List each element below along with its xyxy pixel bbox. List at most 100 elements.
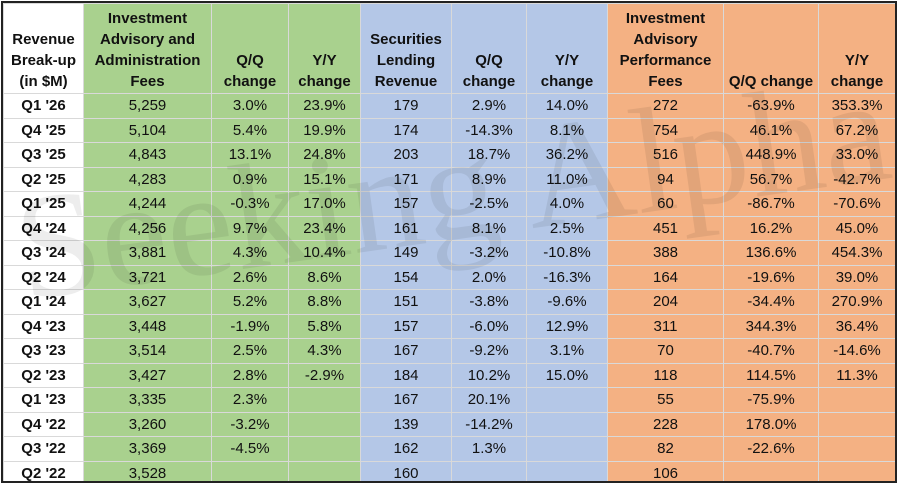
column-header: Securities Lending Revenue bbox=[360, 3, 452, 94]
revenue-table: Revenue Break-up (in $M) Investment Advis… bbox=[3, 3, 895, 481]
row-label: Q3 '24 bbox=[3, 240, 84, 266]
cell: 154 bbox=[360, 264, 452, 290]
cell: 3.1% bbox=[526, 338, 608, 364]
cell: 451 bbox=[607, 215, 724, 241]
cell: 204 bbox=[607, 289, 724, 315]
cell: -75.9% bbox=[723, 387, 819, 413]
cell: -3.2% bbox=[451, 240, 527, 266]
cell: 454.3% bbox=[818, 240, 895, 266]
cell: 15.1% bbox=[288, 166, 361, 192]
cell: 106 bbox=[607, 460, 724, 481]
cell: 157 bbox=[360, 313, 452, 339]
cell: -86.7% bbox=[723, 191, 819, 217]
table-row: Q4 '22 3,260 -3.2% 139 -14.2% 228 178.0% bbox=[3, 411, 895, 437]
cell: 3,335 bbox=[83, 387, 212, 413]
row-label: Q3 '23 bbox=[3, 338, 84, 364]
table-row: Q3 '25 4,843 13.1% 24.8% 203 18.7% 36.2% 516 448… bbox=[3, 142, 895, 168]
cell: 82 bbox=[607, 436, 724, 462]
cell: 2.5% bbox=[526, 215, 608, 241]
cell: 118 bbox=[607, 362, 724, 388]
cell: 178.0% bbox=[723, 411, 819, 437]
cell: 17.0% bbox=[288, 191, 361, 217]
empty-cell bbox=[818, 460, 895, 481]
table-row: Q1 '25 4,244 -0.3% 17.0% 157 -2.5% 4.0% 60 -86.7… bbox=[3, 191, 895, 217]
cell: 36.2% bbox=[526, 142, 608, 168]
cell: 46.1% bbox=[723, 117, 819, 143]
cell: -63.9% bbox=[723, 93, 819, 119]
cell: 39.0% bbox=[818, 264, 895, 290]
cell: 45.0% bbox=[818, 215, 895, 241]
cell: 270.9% bbox=[818, 289, 895, 315]
cell: 12.9% bbox=[526, 313, 608, 339]
table-row: Q2 '22 3,528 160 106 bbox=[3, 460, 895, 481]
cell: 228 bbox=[607, 411, 724, 437]
cell: 10.4% bbox=[288, 240, 361, 266]
table-row: Q3 '24 3,881 4.3% 10.4% 149 -3.2% -10.8% 388 136… bbox=[3, 240, 895, 266]
cell: -1.9% bbox=[211, 313, 289, 339]
cell: 3,721 bbox=[83, 264, 212, 290]
cell: 4,843 bbox=[83, 142, 212, 168]
empty-cell bbox=[818, 411, 895, 437]
cell: -0.3% bbox=[211, 191, 289, 217]
cell: 3,427 bbox=[83, 362, 212, 388]
row-label: Q2 '24 bbox=[3, 264, 84, 290]
cell: 15.0% bbox=[526, 362, 608, 388]
row-label: Q2 '25 bbox=[3, 166, 84, 192]
cell: 136.6% bbox=[723, 240, 819, 266]
cell: -9.6% bbox=[526, 289, 608, 315]
cell: -6.0% bbox=[451, 313, 527, 339]
cell: 20.1% bbox=[451, 387, 527, 413]
cell: -16.3% bbox=[526, 264, 608, 290]
empty-cell bbox=[288, 460, 361, 481]
cell: -2.5% bbox=[451, 191, 527, 217]
cell: 160 bbox=[360, 460, 452, 481]
cell: 8.8% bbox=[288, 289, 361, 315]
empty-cell bbox=[211, 460, 289, 481]
cell: 516 bbox=[607, 142, 724, 168]
empty-cell bbox=[288, 411, 361, 437]
cell: 18.7% bbox=[451, 142, 527, 168]
row-label: Q4 '22 bbox=[3, 411, 84, 437]
cell: 23.9% bbox=[288, 93, 361, 119]
column-header: Q/Q change bbox=[451, 3, 527, 94]
table-row: Q4 '23 3,448 -1.9% 5.8% 157 -6.0% 12.9% 311 344.… bbox=[3, 313, 895, 339]
cell: 24.8% bbox=[288, 142, 361, 168]
cell: 55 bbox=[607, 387, 724, 413]
cell: 3,627 bbox=[83, 289, 212, 315]
row-label: Q3 '22 bbox=[3, 436, 84, 462]
cell: 19.9% bbox=[288, 117, 361, 143]
cell: 388 bbox=[607, 240, 724, 266]
cell: 5.4% bbox=[211, 117, 289, 143]
row-label: Q1 '25 bbox=[3, 191, 84, 217]
cell: 11.0% bbox=[526, 166, 608, 192]
cell: 67.2% bbox=[818, 117, 895, 143]
cell: 4.0% bbox=[526, 191, 608, 217]
cell: 4,283 bbox=[83, 166, 212, 192]
header-row: Revenue Break-up (in $M) Investment Advis… bbox=[3, 3, 895, 94]
cell: 344.3% bbox=[723, 313, 819, 339]
cell: 11.3% bbox=[818, 362, 895, 388]
cell: 70 bbox=[607, 338, 724, 364]
cell: 3,448 bbox=[83, 313, 212, 339]
row-label: Q2 '22 bbox=[3, 460, 84, 481]
cell: -9.2% bbox=[451, 338, 527, 364]
column-header: Y/Y change bbox=[818, 3, 895, 94]
cell: 164 bbox=[607, 264, 724, 290]
cell: 3,528 bbox=[83, 460, 212, 481]
cell: 9.7% bbox=[211, 215, 289, 241]
cell: 3,369 bbox=[83, 436, 212, 462]
cell: 3,881 bbox=[83, 240, 212, 266]
cell: 179 bbox=[360, 93, 452, 119]
cell: 33.0% bbox=[818, 142, 895, 168]
cell: 13.1% bbox=[211, 142, 289, 168]
empty-cell bbox=[818, 387, 895, 413]
cell: 16.2% bbox=[723, 215, 819, 241]
table-row: Q2 '25 4,283 0.9% 15.1% 171 8.9% 11.0% 94 56.7% -… bbox=[3, 166, 895, 192]
table-row: Q4 '24 4,256 9.7% 23.4% 161 8.1% 2.5% 451 16.2% 4… bbox=[3, 215, 895, 241]
cell: -14.2% bbox=[451, 411, 527, 437]
empty-cell bbox=[526, 411, 608, 437]
cell: 162 bbox=[360, 436, 452, 462]
cell: -19.6% bbox=[723, 264, 819, 290]
cell: 3,514 bbox=[83, 338, 212, 364]
cell: 56.7% bbox=[723, 166, 819, 192]
